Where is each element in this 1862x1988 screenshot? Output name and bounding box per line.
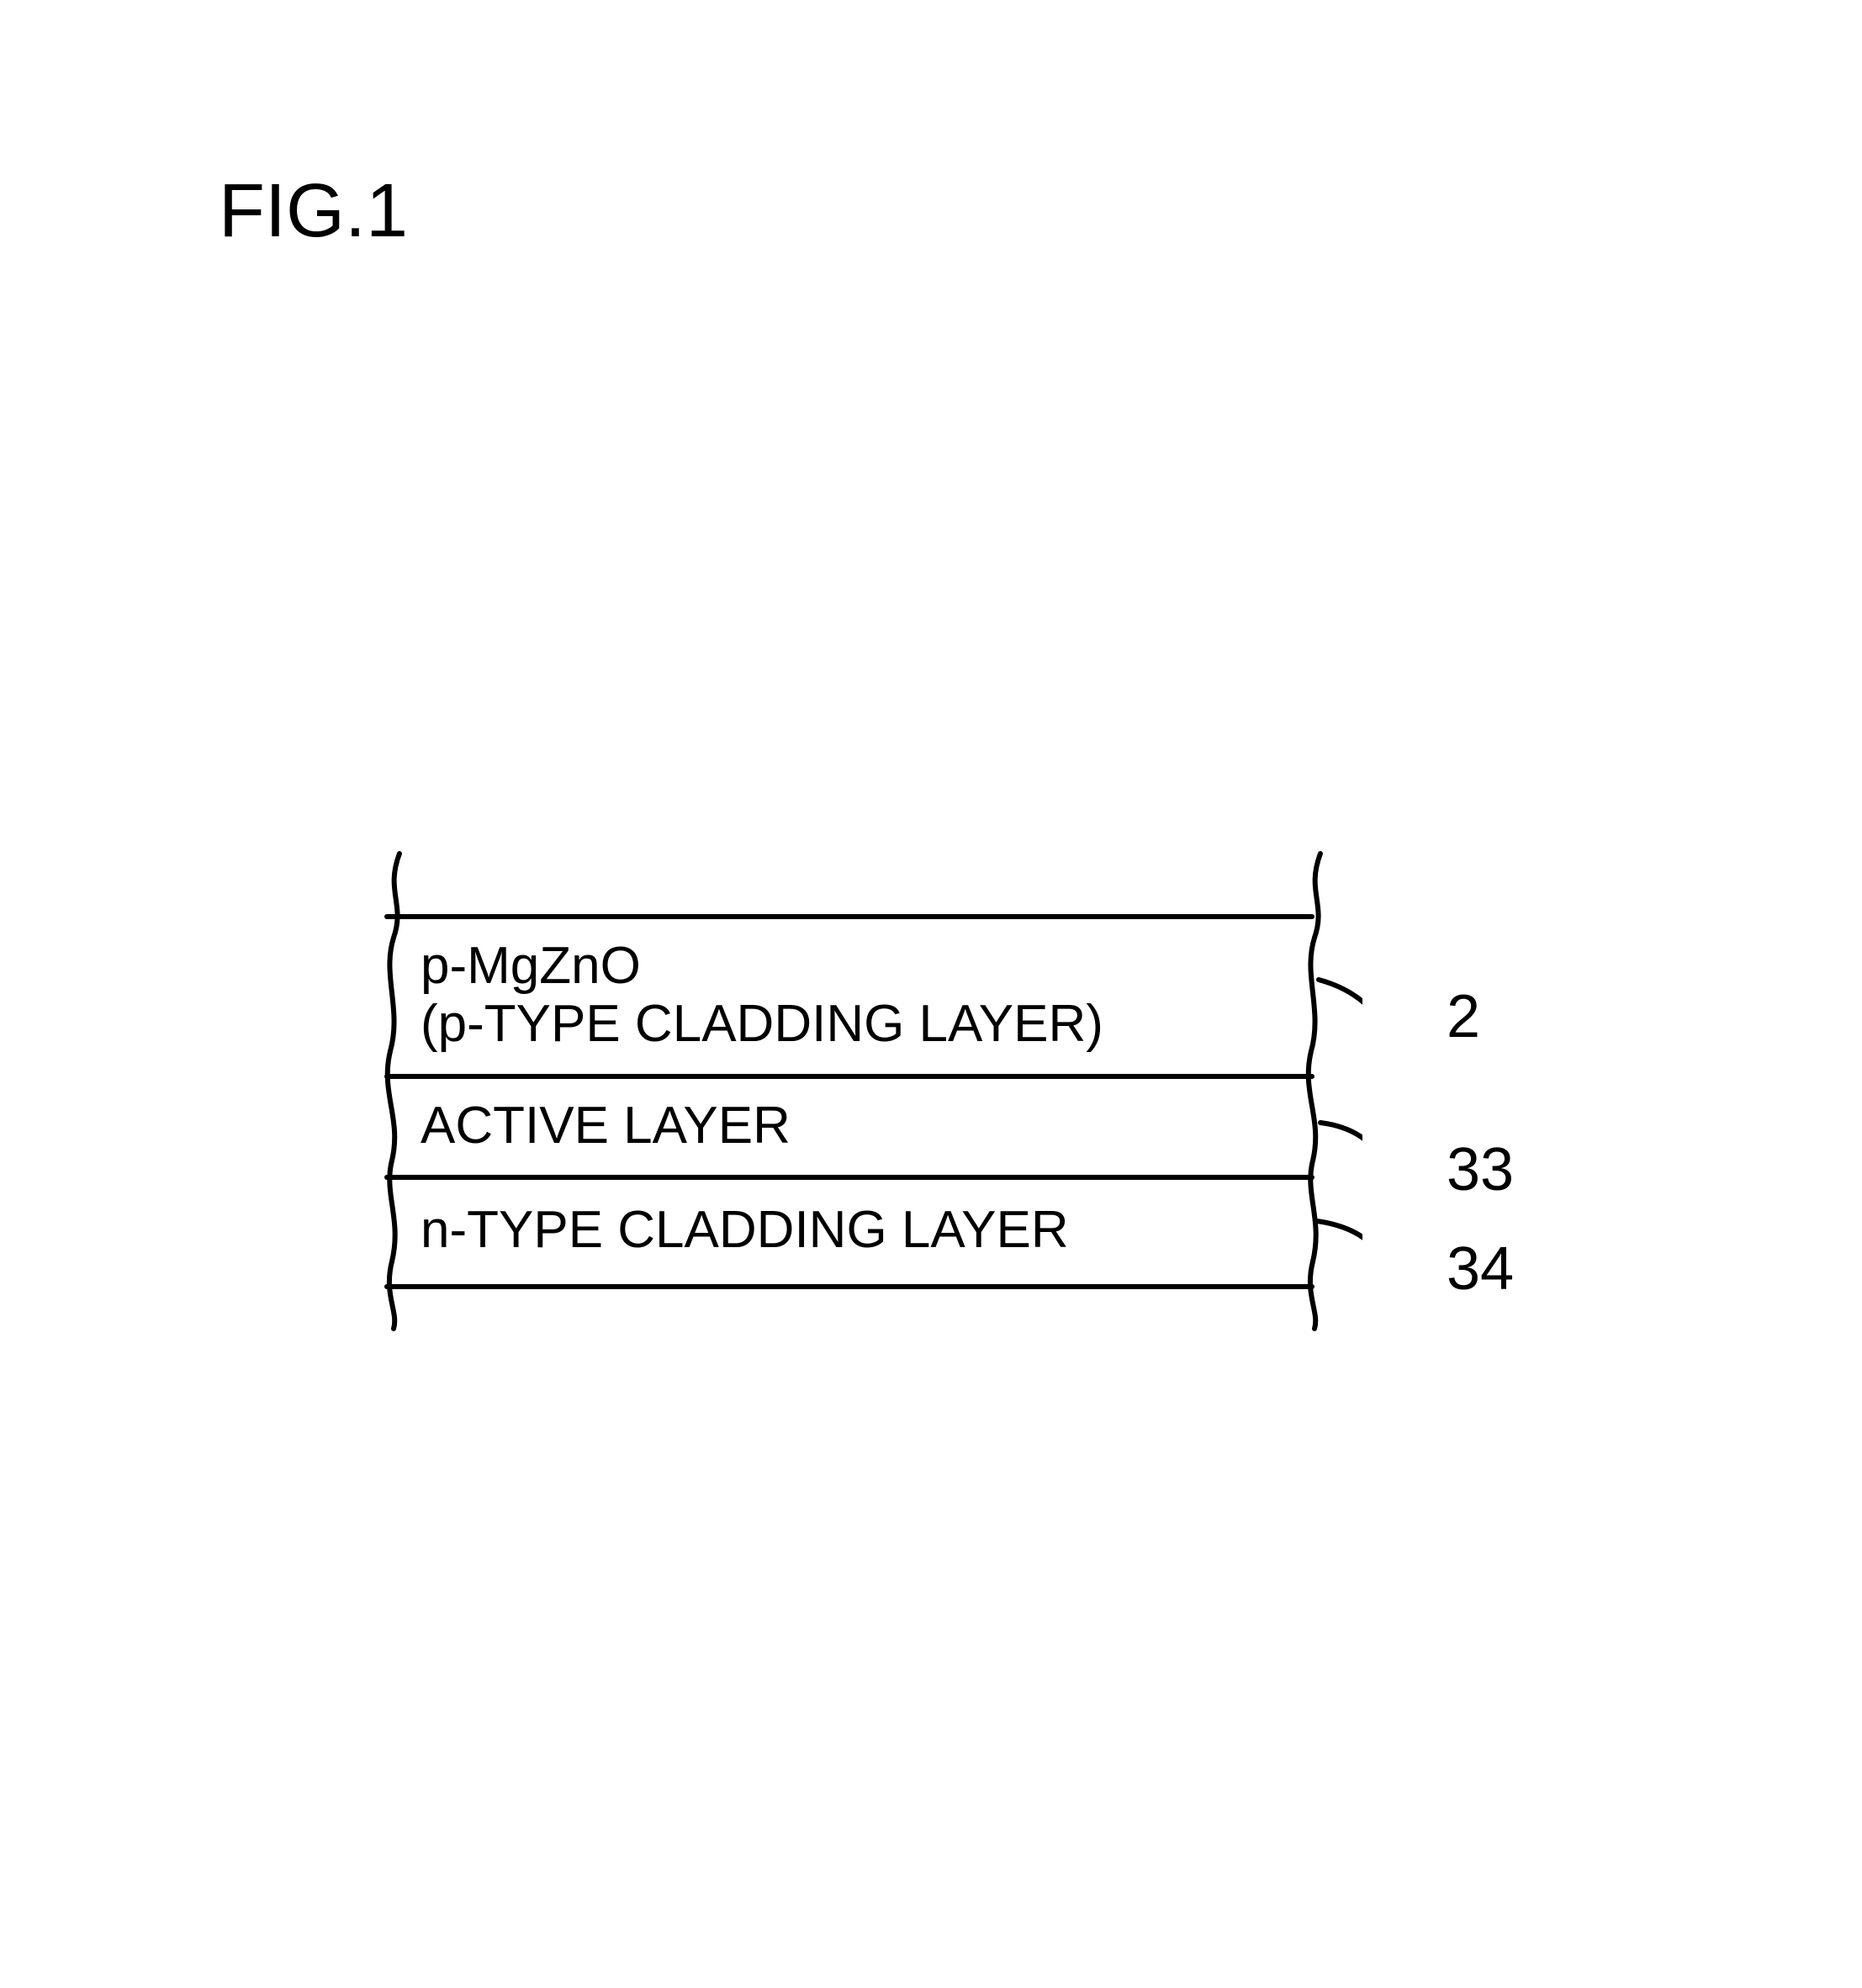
- layer-label-active: ACTIVE LAYER: [421, 1097, 791, 1155]
- callout-p-cladding: 2: [1447, 982, 1480, 1051]
- right-break-line: [1309, 854, 1320, 1329]
- layer-stack-diagram: p-MgZnO (p-TYPE CLADDING LAYER) ACTIVE L…: [353, 841, 1362, 1337]
- layer-label-p-cladding: p-MgZnO (p-TYPE CLADDING LAYER): [421, 937, 1103, 1054]
- callout-n-cladding: 34: [1447, 1235, 1514, 1303]
- layer-label-p-cladding-line2: (p-TYPE CLADDING LAYER): [421, 995, 1103, 1053]
- layer-label-p-cladding-line1: p-MgZnO: [421, 937, 641, 995]
- layer-stack-svg: [353, 841, 1362, 1337]
- figure-label: FIG.1: [219, 168, 408, 255]
- layer-label-n-cladding: n-TYPE CLADDING LAYER: [421, 1201, 1069, 1259]
- left-break-line: [388, 854, 399, 1329]
- leader-active: [1320, 1123, 1362, 1162]
- callout-active: 33: [1447, 1135, 1514, 1204]
- leader-p-cladding: [1319, 980, 1362, 1026]
- leader-n-cladding: [1317, 1221, 1362, 1260]
